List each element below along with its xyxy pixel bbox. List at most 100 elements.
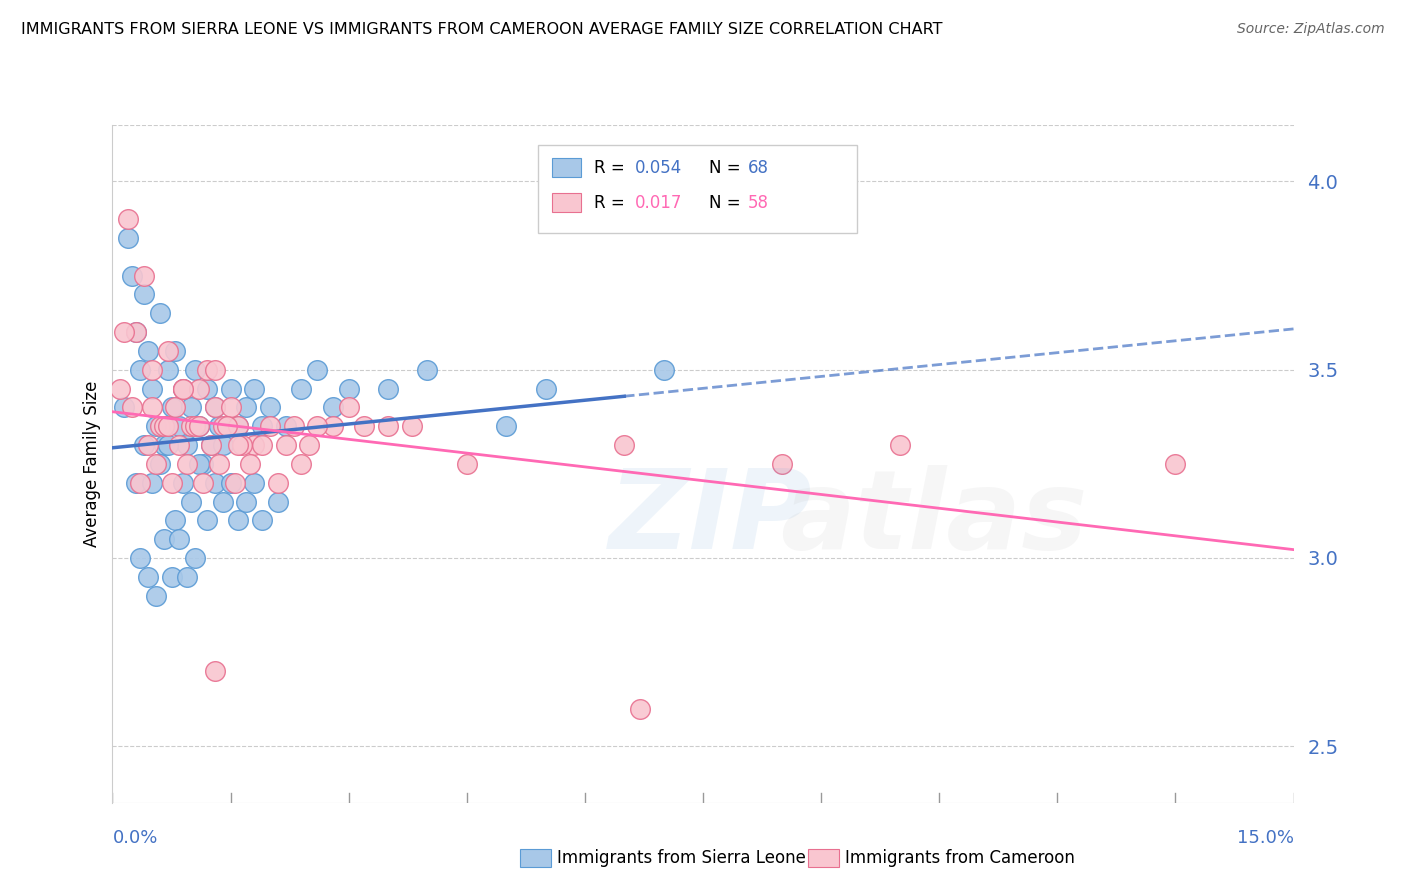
Text: atlas: atlas [780,465,1087,572]
Point [172,475,194,490]
Point [184,419,207,434]
Point [243,438,266,452]
Point [1164,457,1187,471]
Point [337,401,360,415]
Point [219,475,242,490]
Point [224,475,246,490]
Text: N =: N = [709,159,741,177]
Point [195,362,218,376]
Point [211,494,233,508]
Point [129,551,152,566]
Point [274,419,297,434]
Point [290,382,312,396]
Point [136,438,159,452]
Point [228,419,250,434]
Point [322,419,344,434]
Point [165,343,187,358]
Point [259,419,281,434]
Text: 58: 58 [748,194,769,211]
Point [377,419,399,434]
Point [172,382,194,396]
Point [149,457,172,471]
Point [200,438,222,452]
Point [307,419,329,434]
Point [215,419,238,434]
Text: N =: N = [709,194,741,211]
Point [112,401,135,415]
Point [208,419,231,434]
Point [243,475,266,490]
Point [180,401,202,415]
Point [250,438,273,452]
Point [208,457,231,471]
Point [169,419,191,434]
Point [112,325,135,339]
Point [204,401,226,415]
Point [290,457,312,471]
Point [165,401,187,415]
Point [180,419,202,434]
Point [416,362,439,376]
Point [176,438,198,452]
Point [298,438,321,452]
Point [188,382,211,396]
Point [211,419,233,434]
Point [145,589,167,603]
Point [160,401,183,415]
Point [495,419,517,434]
Point [125,325,148,339]
Point [125,325,148,339]
Point [353,419,375,434]
Point [239,457,262,471]
Point [125,475,148,490]
Point [117,212,139,227]
Point [156,438,179,452]
Point [219,382,242,396]
Point [152,419,174,434]
Text: ZIP: ZIP [609,465,813,572]
Text: Source: ZipAtlas.com: Source: ZipAtlas.com [1237,22,1385,37]
Point [235,401,257,415]
Point [228,438,250,452]
Point [188,457,211,471]
Point [169,438,191,452]
Point [195,513,218,527]
Point [188,419,211,434]
Point [136,343,159,358]
Point [401,419,423,434]
Point [191,475,214,490]
Point [377,382,399,396]
Point [307,362,329,376]
Y-axis label: Average Family Size: Average Family Size [83,381,101,547]
Point [613,438,636,452]
Text: 0.017: 0.017 [634,194,682,211]
Point [184,551,207,566]
Point [628,701,651,715]
Text: Immigrants from Cameroon: Immigrants from Cameroon [845,849,1074,867]
Text: R =: R = [595,159,626,177]
Text: IMMIGRANTS FROM SIERRA LEONE VS IMMIGRANTS FROM CAMEROON AVERAGE FAMILY SIZE COR: IMMIGRANTS FROM SIERRA LEONE VS IMMIGRAN… [21,22,942,37]
Point [204,664,226,678]
Point [145,457,167,471]
Point [141,382,163,396]
Point [322,401,344,415]
Point [141,362,163,376]
Point [204,401,226,415]
Text: 68: 68 [748,159,769,177]
Text: Immigrants from Sierra Leone: Immigrants from Sierra Leone [557,849,806,867]
Text: R =: R = [595,194,626,211]
Point [228,419,250,434]
Point [132,268,155,283]
Point [129,362,152,376]
Point [250,513,273,527]
Point [132,287,155,301]
Point [156,419,179,434]
Point [250,419,273,434]
Point [283,419,305,434]
Point [770,457,793,471]
Point [145,419,167,434]
Point [204,362,226,376]
FancyBboxPatch shape [537,145,856,234]
Point [141,475,163,490]
Point [176,570,198,584]
